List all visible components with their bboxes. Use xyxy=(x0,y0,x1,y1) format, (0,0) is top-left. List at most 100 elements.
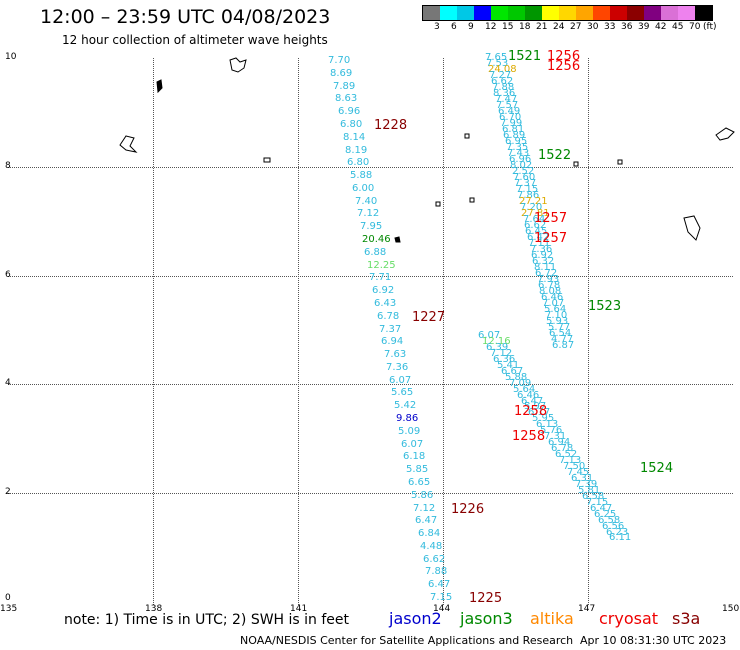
pass-time-label: 1225 xyxy=(469,591,503,606)
swh-value: 6.78 xyxy=(551,443,574,454)
swh-value: 6.94 xyxy=(548,437,571,448)
swh-value: 6.07 xyxy=(401,439,424,450)
latitude-label: 10 xyxy=(5,52,17,62)
swh-value: 2.52 xyxy=(512,166,535,177)
swh-value: 8.02 xyxy=(510,160,533,171)
swh-value: 5.64 xyxy=(513,384,536,395)
swh-value: 7.95 xyxy=(360,221,383,232)
swh-value: 5.76 xyxy=(540,425,563,436)
swh-value: 7.89 xyxy=(333,81,356,92)
pass-time-label: 1256 xyxy=(547,59,581,74)
swh-value: 6.95 xyxy=(505,136,528,147)
swh-value: 5.85 xyxy=(406,464,429,475)
swh-value: 7.07 xyxy=(542,298,565,309)
swh-value: 6.80 xyxy=(340,119,363,130)
swh-value: 7.36 xyxy=(386,362,409,373)
swh-value: 5.88 xyxy=(505,372,528,383)
swh-value: 6.58 xyxy=(598,515,621,526)
colorbar-swatch xyxy=(542,6,559,20)
longitude-label: 144 xyxy=(433,604,451,614)
swh-value: 7.37 xyxy=(379,324,402,335)
satellite-legend-item: altika xyxy=(530,609,574,628)
swh-value: 7.70 xyxy=(328,55,351,66)
colorbar-label: 30 xyxy=(587,22,599,32)
swh-value: 6.80 xyxy=(347,157,370,168)
latitude-label: 8 xyxy=(5,161,11,171)
longitude-label: 141 xyxy=(290,604,308,614)
swh-value: 6.62 xyxy=(524,220,547,231)
colorbar-swatch xyxy=(474,6,491,20)
swh-value: 27.81 xyxy=(521,208,550,219)
swh-value: 7.60 xyxy=(513,172,536,183)
swh-value: 7.43 xyxy=(507,148,530,159)
swh-value: 5.88 xyxy=(350,170,373,181)
swh-value: 7.63 xyxy=(384,349,407,360)
colorbar-label: 36 xyxy=(621,22,633,32)
colorbar-swatch xyxy=(457,6,474,20)
pass-time-label: 1228 xyxy=(374,118,408,133)
swh-value: 8.36 xyxy=(493,88,516,99)
swh-value: 5.64 xyxy=(544,304,567,315)
swh-value: 6.94 xyxy=(381,336,404,347)
swh-value: 6.07 xyxy=(478,330,501,341)
longitude-label: 147 xyxy=(578,604,596,614)
swh-value: 7.09 xyxy=(509,378,532,389)
swh-value: 6.56 xyxy=(602,521,625,532)
page-title: 12:00 – 23:59 UTC 04/08/2023 xyxy=(40,6,331,28)
swh-value: 8.63 xyxy=(335,93,358,104)
colorbar-swatch xyxy=(559,6,576,20)
swh-value: 6.67 xyxy=(501,366,524,377)
swh-value: 8.19 xyxy=(345,145,368,156)
swh-value: 5.09 xyxy=(398,426,421,437)
colorbar-label: (ft) xyxy=(703,22,717,32)
pass-time-label: 1523 xyxy=(588,299,622,314)
swh-value: 12.16 xyxy=(482,336,511,347)
colorbar-swatch xyxy=(644,6,661,20)
satellite-legend-item: jason2 xyxy=(389,609,442,628)
colorbar-label: 27 xyxy=(570,22,582,32)
colorbar-label: 3 xyxy=(434,22,440,32)
colorbar-swatch xyxy=(576,6,593,20)
swh-value: 6.81 xyxy=(502,124,525,135)
swh-value: 6.36 xyxy=(493,354,516,365)
pass-time-label: 1522 xyxy=(538,148,572,163)
swh-value: 7.93 xyxy=(537,274,560,285)
pass-time-label: 1524 xyxy=(640,461,674,476)
colorbar-label: 33 xyxy=(604,22,616,32)
swh-value: 7.13 xyxy=(559,455,582,466)
swh-value: 24.08 xyxy=(488,64,517,75)
swh-value: 6.92 xyxy=(372,285,395,296)
swh-value: 6.47 xyxy=(428,579,451,590)
swh-value: 6.46 xyxy=(517,390,540,401)
swh-value: 7.39 xyxy=(575,479,598,490)
swh-value: 7.27 xyxy=(489,70,512,81)
swh-value: 7.88 xyxy=(425,566,448,577)
grid-line-lat xyxy=(8,384,733,385)
longitude-label: 150 xyxy=(722,604,740,614)
swh-value: 6.46 xyxy=(541,292,564,303)
swh-value: 6.00 xyxy=(352,183,375,194)
swh-value: 8.08 xyxy=(539,286,562,297)
swh-value: 7.65 xyxy=(485,52,508,63)
swh-value: 8.11 xyxy=(534,262,557,273)
latitude-label: 2 xyxy=(5,487,11,497)
swh-value: 7.12 xyxy=(357,208,380,219)
swh-value: 6.17 xyxy=(528,407,551,418)
swh-value: 7.86 xyxy=(517,190,540,201)
colorbar-swatch xyxy=(525,6,542,20)
swh-value: 5.65 xyxy=(391,387,414,398)
longitude-label: 138 xyxy=(145,604,163,614)
swh-value: 6.96 xyxy=(338,106,361,117)
pass-time-label: 1226 xyxy=(451,502,485,517)
swh-value: 7.71 xyxy=(369,272,392,283)
credit-line: NOAA/NESDIS Center for Satellite Applica… xyxy=(240,634,574,647)
swh-value: 9.86 xyxy=(396,413,419,424)
swh-value: 7.15 xyxy=(586,497,609,508)
swh-value: 7.64 xyxy=(523,214,546,225)
swh-value: 7.12 xyxy=(490,348,513,359)
latitude-label: 0 xyxy=(5,593,11,603)
swh-value: 7.47 xyxy=(495,94,518,105)
colorbar-swatch xyxy=(695,6,712,20)
swh-value: 7.15 xyxy=(430,592,453,603)
